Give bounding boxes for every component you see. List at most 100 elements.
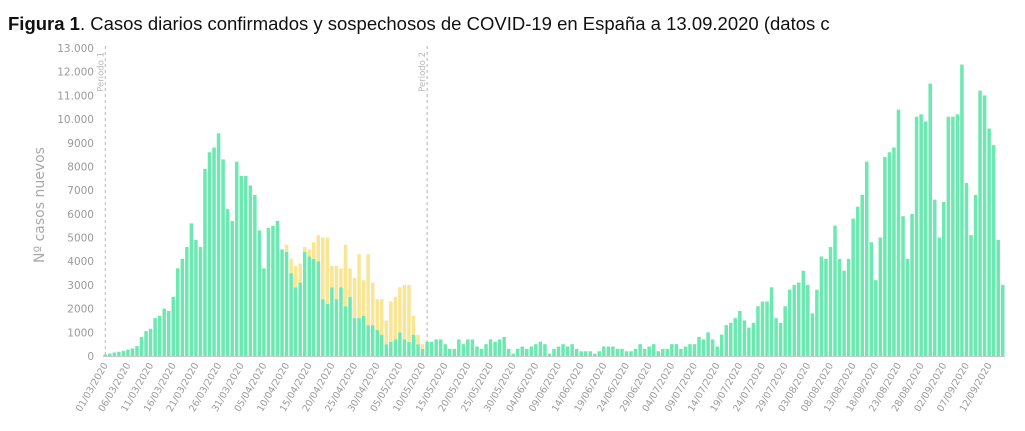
bar-suspected	[411, 315, 416, 335]
bar-confirmed	[928, 83, 932, 356]
bar-confirmed	[185, 247, 189, 356]
bar-suspected	[361, 280, 366, 316]
bar-confirmed	[778, 322, 783, 356]
bar-confirmed	[321, 299, 325, 356]
bar-confirmed	[248, 185, 253, 356]
bar-confirmed	[221, 159, 225, 356]
bar-confirmed	[905, 258, 910, 356]
bar-confirmed	[638, 344, 642, 356]
bar-suspected	[330, 265, 334, 288]
bar-confirmed	[982, 95, 987, 356]
bar-confirmed	[411, 334, 416, 356]
bar-suspected	[407, 284, 411, 342]
bar-suspected	[379, 299, 384, 335]
bar-confirmed	[312, 258, 316, 356]
bar-suspected	[352, 277, 357, 319]
bar-confirmed	[212, 147, 216, 356]
bar-confirmed	[339, 287, 343, 356]
bar-confirmed	[366, 325, 370, 356]
bar-confirmed	[833, 225, 837, 356]
bar-confirmed	[597, 351, 602, 356]
bar-suspected	[420, 344, 425, 349]
bar-confirmed	[108, 353, 112, 356]
bar-confirmed	[130, 348, 135, 356]
bar-confirmed	[583, 351, 588, 356]
bar-confirmed	[552, 348, 556, 356]
bar-confirmed	[166, 310, 171, 356]
bar-confirmed	[461, 344, 466, 356]
bar-confirmed	[307, 256, 311, 356]
bar-confirmed	[760, 301, 765, 356]
bar-confirmed	[955, 114, 960, 356]
bar-confirmed	[661, 348, 665, 356]
bar-suspected	[343, 244, 348, 307]
bar-confirmed	[398, 332, 402, 356]
bar-confirmed	[216, 133, 221, 356]
bar-confirmed	[139, 337, 144, 356]
bar-suspected	[307, 249, 311, 257]
period-layer: Periodo 1 Periodo 2	[96, 46, 428, 356]
bar-confirmed	[937, 237, 942, 356]
bar-confirmed	[747, 327, 751, 356]
figure-title: . Casos diarios confirmados y sospechoso…	[79, 13, 830, 34]
bar-confirmed	[810, 313, 815, 356]
bar-confirmed	[325, 303, 330, 356]
bar-confirmed	[828, 247, 833, 356]
bar-suspected	[357, 254, 361, 319]
bar-confirmed	[851, 218, 855, 356]
bar-confirmed	[815, 289, 819, 356]
y-tick-label: 6000	[67, 209, 94, 221]
bar-confirmed	[379, 334, 384, 356]
bar-confirmed	[207, 152, 212, 356]
bar-suspected	[284, 244, 289, 252]
bar-confirmed	[710, 339, 715, 356]
bar-confirmed	[148, 328, 153, 356]
bar-confirmed	[960, 64, 964, 356]
bar-confirmed	[266, 228, 271, 356]
bar-confirmed	[951, 116, 955, 357]
bar-confirmed	[883, 156, 887, 356]
bar-confirmed	[289, 273, 293, 356]
bar-confirmed	[733, 318, 738, 356]
bar-suspected	[402, 284, 407, 340]
bar-confirmed	[973, 194, 978, 356]
bar-confirmed	[157, 315, 162, 356]
y-tick-label: 9000	[67, 138, 94, 150]
bar-confirmed	[588, 351, 593, 356]
bar-confirmed	[475, 346, 479, 356]
y-tick-label: 11.000	[57, 90, 94, 102]
bar-confirmed	[878, 237, 883, 356]
bar-confirmed	[756, 306, 760, 356]
bar-confirmed	[330, 287, 334, 356]
bar-suspected	[393, 296, 398, 340]
bar-confirmed	[946, 116, 951, 357]
bar-confirmed	[697, 337, 701, 356]
bar-confirmed	[715, 346, 719, 356]
bar-confirmed	[162, 308, 166, 356]
bar-confirmed	[434, 339, 438, 356]
bar-confirmed	[724, 325, 728, 356]
bar-confirmed	[225, 209, 230, 356]
figure-caption: Figura 1. Casos diarios confirmados y so…	[8, 13, 830, 35]
bar-confirmed	[525, 348, 529, 356]
bar-confirmed	[819, 256, 824, 356]
bar-confirmed	[375, 329, 379, 356]
bar-confirmed	[615, 348, 620, 356]
bar-confirmed	[892, 147, 896, 356]
bar-confirmed	[484, 344, 488, 356]
bar-confirmed	[579, 351, 583, 356]
bar-confirmed	[511, 353, 515, 356]
bar-confirmed	[271, 225, 275, 356]
bar-confirmed	[257, 230, 262, 356]
bar-confirmed	[275, 220, 280, 356]
bar-confirmed	[198, 247, 203, 356]
bar-confirmed	[987, 128, 991, 356]
bar-confirmed	[797, 282, 801, 356]
bar-confirmed	[153, 318, 157, 356]
bar-confirmed	[901, 216, 905, 356]
bar-confirmed	[1000, 284, 1005, 356]
bar-confirmed	[293, 287, 298, 356]
bar-confirmed	[887, 152, 892, 356]
bar-suspected	[339, 268, 343, 288]
y-tick-label: 8000	[67, 161, 94, 173]
